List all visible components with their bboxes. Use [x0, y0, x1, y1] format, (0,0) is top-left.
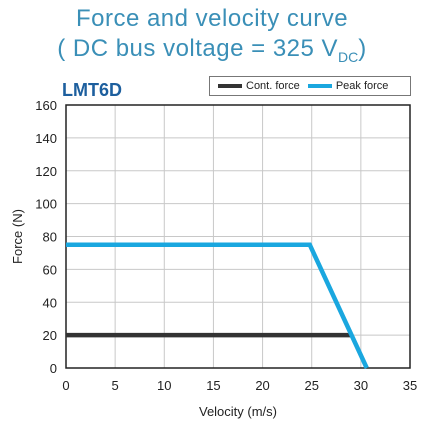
- x-tick-label: 10: [157, 378, 171, 393]
- legend-swatch-cont-force: [218, 84, 242, 88]
- x-tick-label: 30: [354, 378, 368, 393]
- y-tick-label: 140: [35, 131, 57, 146]
- chart-title-line2-suffix: ): [358, 35, 367, 62]
- x-tick-label: 5: [112, 378, 119, 393]
- chart-title-line2: ( DC bus voltage = 325 VDC): [0, 34, 424, 72]
- y-tick-label: 40: [43, 295, 57, 310]
- plot-frame: [65, 104, 411, 369]
- y-tick-label: 60: [43, 262, 57, 277]
- legend-label-peak-force: Peak force: [335, 80, 389, 92]
- chart-title-line2-prefix: ( DC bus voltage = 325 V: [57, 35, 339, 62]
- chart-title-line1: Force and velocity curve: [75, 5, 349, 32]
- legend-item-peak-force: Peak force: [307, 80, 389, 92]
- legend-swatch-peak-force: [307, 84, 332, 88]
- x-tick-label: 0: [62, 378, 69, 393]
- x-tick-label: 35: [403, 378, 417, 393]
- legend-item-cont-force: Cont. force: [218, 80, 300, 92]
- y-tick-label: 20: [43, 328, 57, 343]
- model-label: LMT6D: [62, 80, 122, 100]
- y-tick-label: 120: [35, 164, 57, 179]
- chart-title: Force and velocity curve ( DC bus voltag…: [0, 4, 424, 72]
- chart-legend: Cont. force Peak force: [209, 76, 411, 96]
- chart-title-line2-subscript: DC: [338, 48, 359, 65]
- y-tick-label: 160: [35, 98, 57, 113]
- series-line-peak-force: [66, 242, 369, 369]
- y-axis-label: Force (N): [10, 209, 25, 264]
- y-tick-label: 0: [50, 361, 57, 376]
- y-tick-label: 80: [43, 230, 57, 245]
- x-tick-label: 25: [304, 378, 318, 393]
- x-axis-label: Velocity (m/s): [199, 404, 277, 419]
- x-tick-label: 15: [206, 378, 220, 393]
- y-tick-label: 100: [35, 197, 57, 212]
- x-tick-label: 20: [255, 378, 269, 393]
- legend-label-cont-force: Cont. force: [246, 80, 300, 92]
